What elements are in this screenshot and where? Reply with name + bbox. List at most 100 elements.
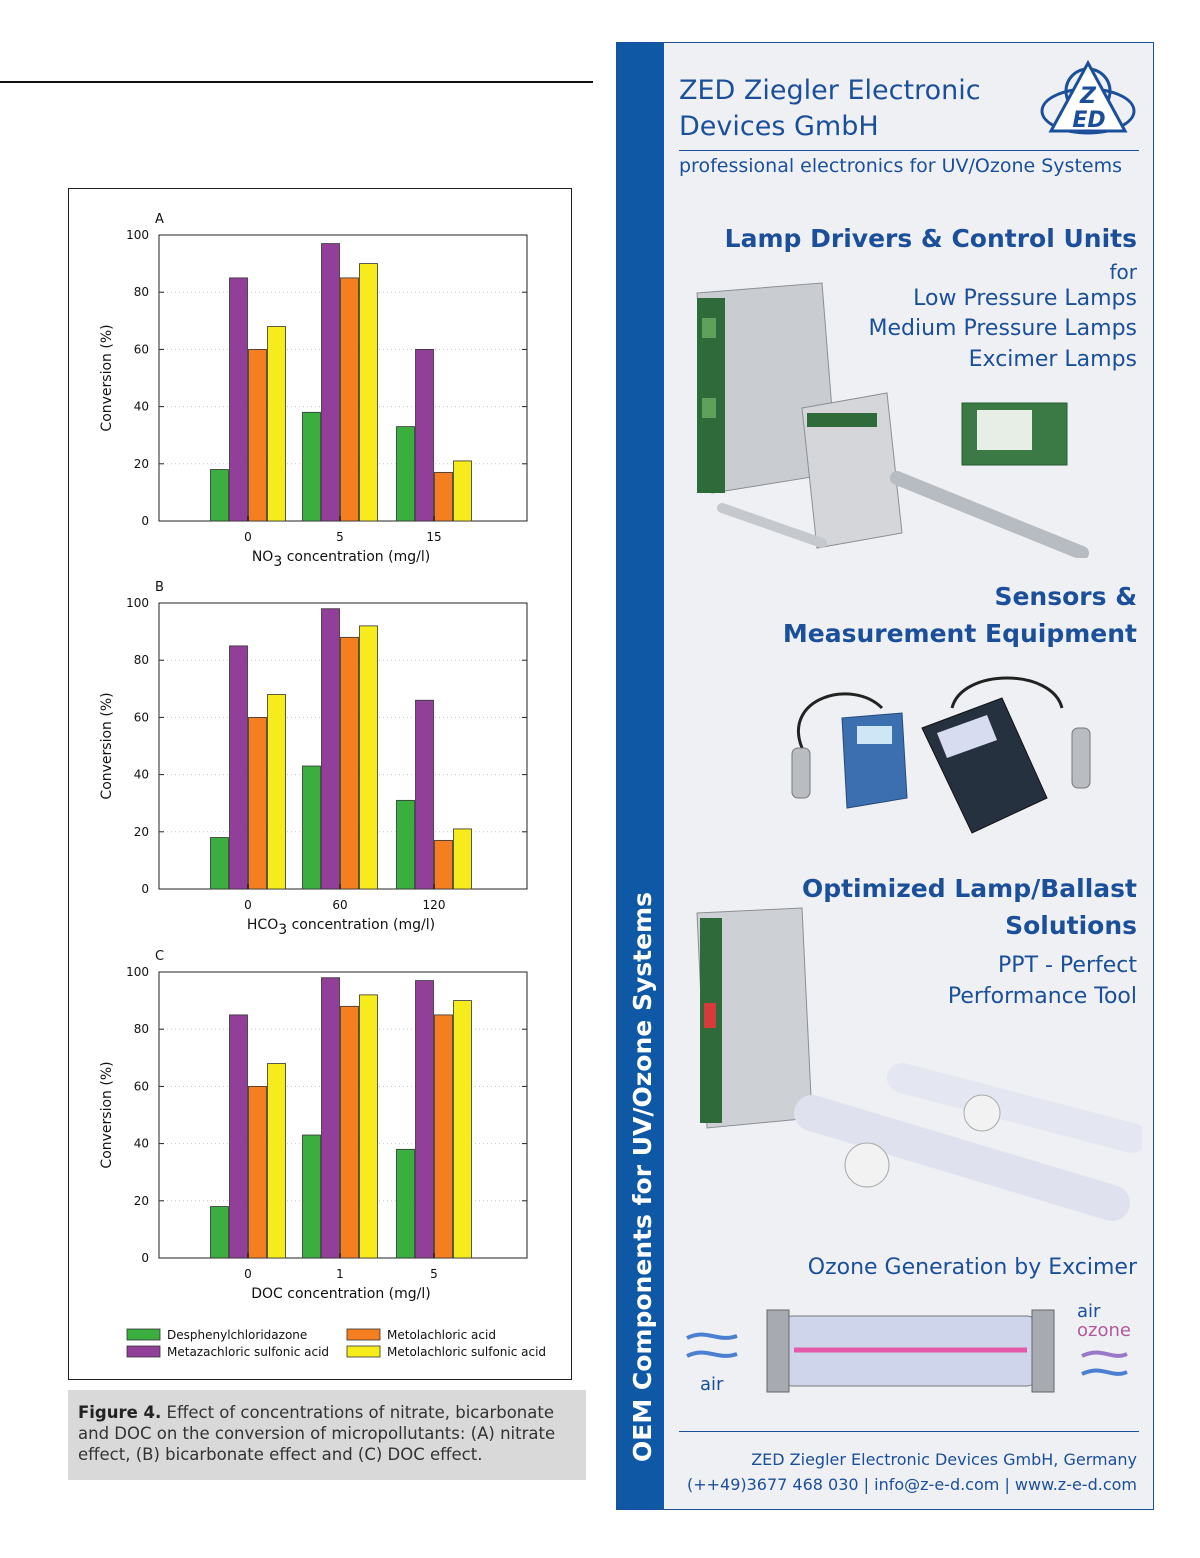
bar-a-1-2	[340, 277, 359, 522]
bar-c-0-3	[267, 1063, 286, 1259]
y-tick-label: 60	[134, 710, 149, 724]
x-axis-title: DOC concentration (mg/l)	[251, 1286, 431, 1302]
y-axis-title: Conversion (%)	[99, 1061, 115, 1168]
x-tick-label: 60	[332, 898, 347, 912]
bar-b-1-2	[340, 636, 359, 890]
bar-a-0-3	[267, 326, 286, 522]
legend-swatch	[126, 1328, 161, 1341]
x-tick-label: 5	[430, 1267, 438, 1281]
ad-air-left-label: air	[700, 1374, 724, 1395]
y-tick-label: 80	[134, 653, 149, 667]
x-tick-label: 0	[244, 898, 252, 912]
x-tick-label: 5	[336, 530, 344, 544]
y-tick-label: 60	[134, 1079, 149, 1093]
y-tick-label: 0	[141, 514, 149, 528]
bar-c-1-2	[340, 1005, 359, 1259]
panel-letter-c: C	[155, 949, 164, 964]
y-tick-label: 100	[126, 228, 149, 242]
bar-b-1-3	[359, 625, 378, 890]
y-tick-label: 40	[134, 1137, 149, 1151]
y-axis-title: Conversion (%)	[99, 692, 115, 799]
bar-a-1-1	[321, 243, 340, 522]
ad-tagline: professional electronics for UV/Ozone Sy…	[679, 155, 1122, 177]
bar-b-2-0	[396, 799, 415, 890]
y-tick-label: 100	[126, 965, 149, 979]
y-tick-label: 0	[141, 1251, 149, 1265]
x-tick-label: 1	[336, 1267, 344, 1281]
y-tick-label: 20	[134, 1194, 149, 1208]
x-axis-title: NO3 concentration (mg/l)	[252, 549, 430, 570]
caption-text: Effect of concentrations of nitrate, bic…	[78, 1403, 556, 1464]
x-axis-title: HCO3 concentration (mg/l)	[247, 917, 435, 938]
sensor-equipment-image	[791, 676, 1091, 834]
figure-caption: Figure 4. Effect of concentrations of ni…	[68, 1390, 586, 1480]
bar-b-2-1	[415, 699, 434, 890]
ad-ozone-label: ozone	[1077, 1320, 1131, 1341]
y-tick-label: 60	[134, 342, 149, 356]
ad-section4-title: Ozone Generation by Excimer	[807, 1255, 1137, 1280]
bar-c-1-1	[321, 977, 340, 1259]
logo-letters-ed: ED	[1072, 108, 1105, 133]
bar-b-2-3	[453, 828, 472, 890]
bar-b-0-1	[229, 645, 248, 890]
bar-c-0-2	[248, 1086, 267, 1259]
zed-advertisement: OEM Components for UV/Ozone Systems ZED …	[616, 42, 1154, 1510]
bar-b-0-2	[248, 717, 267, 890]
ad-company-line1: ZED Ziegler Electronic	[679, 75, 981, 106]
y-tick-label: 40	[134, 768, 149, 782]
y-axis-title: Conversion (%)	[99, 324, 115, 431]
legend-label: Metolachloric sulfonic acid	[387, 1345, 546, 1359]
ad-section1-for: for	[1109, 260, 1138, 284]
ad-contact-company: ZED Ziegler Electronic Devices GmbH, Ger…	[751, 1450, 1137, 1469]
ad-section1-item-3: Excimer Lamps	[968, 347, 1137, 372]
bar-b-0-0	[210, 837, 229, 890]
bar-a-1-0	[302, 411, 321, 522]
bar-a-2-0	[396, 426, 415, 522]
caption-label: Figure 4.	[78, 1403, 162, 1422]
zed-logo-icon: Z ED	[1040, 59, 1136, 135]
lamp-ballast-image	[696, 907, 1142, 1221]
bar-a-2-1	[415, 348, 434, 522]
ad-company-line2: Devices GmbH	[679, 111, 879, 142]
ad-contact-details: (++49)3677 468 030 | info@z-e-d.com | ww…	[686, 1475, 1137, 1494]
legend-label: Metazachloric sulfonic acid	[167, 1345, 329, 1359]
excimer-ozone-generator-image	[686, 1309, 1128, 1393]
ad-section3-sub-line2: Performance Tool	[947, 984, 1137, 1009]
y-tick-label: 80	[134, 1022, 149, 1036]
ad-tagline-rule	[679, 150, 1139, 151]
bar-b-1-1	[321, 608, 340, 890]
x-tick-label: 0	[244, 530, 252, 544]
ad-sidebar-text: OEM Components for UV/Ozone Systems	[628, 892, 657, 1462]
y-tick-label: 40	[134, 400, 149, 414]
ad-section3-title-line1: Optimized Lamp/Ballast	[801, 874, 1137, 903]
x-tick-label: 15	[426, 530, 441, 544]
ad-section1-title: Lamp Drivers & Control Units	[724, 224, 1137, 253]
legend-swatch	[346, 1328, 381, 1341]
bar-c-1-3	[359, 994, 378, 1259]
bar-a-0-1	[229, 277, 248, 522]
bar-b-0-3	[267, 694, 286, 890]
bar-c-2-2	[434, 1014, 453, 1259]
bar-c-2-0	[396, 1148, 415, 1259]
bar-a-0-0	[210, 469, 229, 522]
panel-letter-a: A	[155, 212, 164, 227]
bar-a-1-3	[359, 263, 378, 522]
ad-section1-item-1: Low Pressure Lamps	[913, 286, 1137, 311]
y-tick-label: 20	[134, 457, 149, 471]
y-tick-label: 80	[134, 285, 149, 299]
ad-section3-sub-line1: PPT - Perfect	[998, 953, 1137, 978]
logo-letter-z: Z	[1079, 84, 1097, 109]
panel-letter-b: B	[155, 580, 164, 595]
bar-a-0-2	[248, 348, 267, 522]
bar-c-0-1	[229, 1014, 248, 1259]
legend-label: Desphenylchloridazone	[167, 1328, 307, 1342]
ad-section2-title-line2: Measurement Equipment	[782, 619, 1137, 648]
bar-a-2-2	[434, 471, 453, 522]
y-tick-label: 0	[141, 882, 149, 896]
y-tick-label: 20	[134, 825, 149, 839]
ad-air-right-label: air	[1077, 1301, 1101, 1322]
ad-section3-title-line2: Solutions	[1005, 911, 1137, 940]
ad-sidebar: OEM Components for UV/Ozone Systems	[617, 43, 664, 1509]
ad-section2-title-line1: Sensors &	[994, 582, 1137, 611]
